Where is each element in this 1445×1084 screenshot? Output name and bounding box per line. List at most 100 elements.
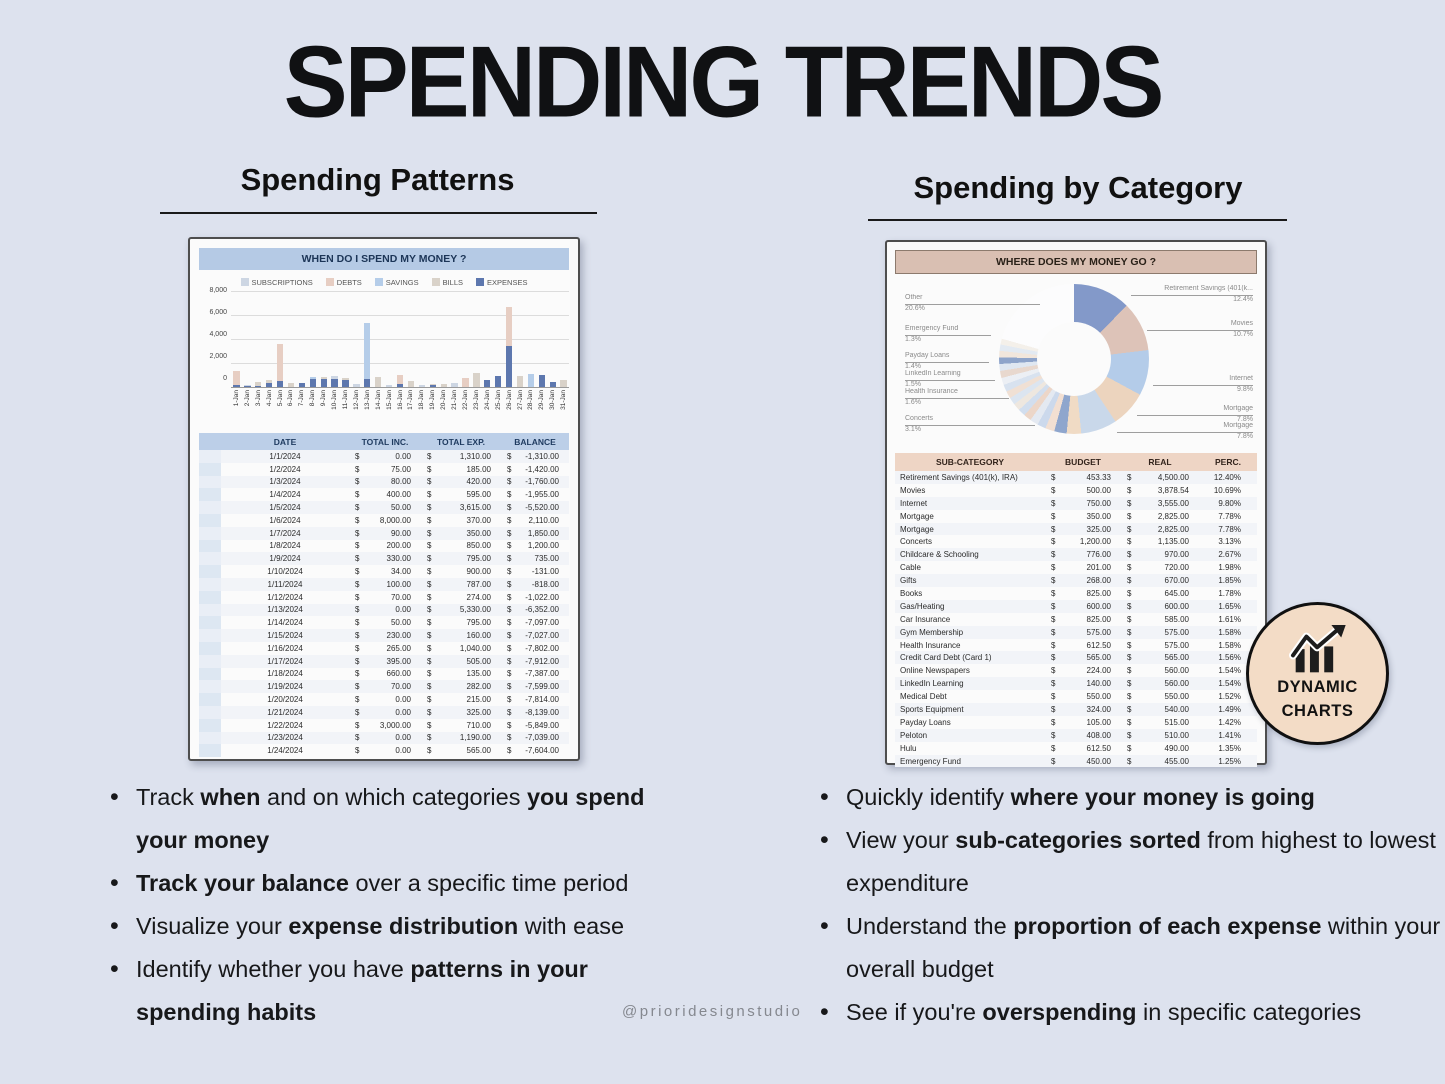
callout-percent: 12.4%	[1233, 295, 1253, 303]
x-label-slot: 8-Jan	[307, 390, 318, 424]
amount: 795.00	[466, 554, 491, 564]
subcategory-cell: Concerts	[900, 537, 933, 547]
currency-symbol: $	[1051, 576, 1056, 586]
bar-slot	[460, 378, 471, 387]
x-tick-label: 25-Jan	[494, 390, 502, 410]
money-cell: $795.00	[421, 618, 501, 627]
currency-symbol: $	[507, 618, 512, 628]
money-cell: $565.00	[421, 746, 501, 755]
date-cell: 1/17/2024	[267, 656, 303, 666]
currency-symbol: $	[507, 528, 512, 538]
amount: 453.33	[1086, 472, 1111, 482]
money-cell: $2,825.00	[1121, 512, 1199, 521]
x-label-slot: 19-Jan	[427, 390, 438, 424]
currency-symbol: $	[355, 451, 360, 461]
watermark: @prioridesignstudio	[622, 1003, 803, 1020]
currency-symbol: $	[355, 567, 360, 577]
money-cell: $ -7,912.00	[501, 657, 569, 666]
amount: 80.00	[390, 477, 411, 487]
currency-symbol: $	[507, 643, 512, 653]
amount: -7,387.00	[525, 669, 559, 679]
x-tick-label: 20-Jan	[440, 390, 448, 410]
date-cell: 1/3/2024	[269, 477, 301, 487]
x-tick-label: 31-Jan	[560, 390, 568, 410]
x-tick-label: 5-Jan	[276, 390, 284, 407]
currency-symbol: $	[1127, 627, 1132, 637]
percent-cell: 1.42%	[1218, 717, 1241, 727]
bar-segment	[320, 377, 327, 379]
currency-symbol: $	[355, 592, 360, 602]
amount: 1,200.00	[527, 541, 559, 551]
bar-segment	[385, 385, 393, 387]
date-cell: 1/6/2024	[269, 515, 301, 525]
money-cell: $140.00	[1045, 679, 1121, 688]
bar-slot	[362, 323, 373, 387]
money-cell: $735.00	[501, 554, 569, 563]
money-cell: $565.00	[1121, 653, 1199, 662]
money-cell: $ -7,039.00	[501, 733, 569, 742]
bar-slot	[427, 383, 438, 387]
row-gutter	[199, 731, 221, 745]
right-title-underline	[868, 219, 1287, 221]
money-cell: $453.33	[1045, 473, 1121, 482]
legend-swatch	[374, 278, 383, 286]
amount: 550.00	[1164, 692, 1189, 702]
donut-callout: Mortgage 7.8%	[1137, 405, 1253, 424]
amount: 0.00	[395, 733, 411, 743]
x-tick-label: 18-Jan	[418, 390, 426, 410]
percent-cell: 9.80%	[1218, 498, 1241, 508]
table-row: 1/13/2024 $0.00 $5,330.00 $ -6,352.00	[199, 603, 569, 617]
currency-symbol: $	[1051, 550, 1056, 560]
amount: 1,040.00	[459, 643, 491, 653]
x-tick-label: 4-Jan	[265, 390, 273, 407]
amount: 505.00	[466, 656, 491, 666]
amount: 970.00	[1164, 550, 1189, 560]
amount: 0.00	[395, 605, 411, 615]
currency-symbol: $	[427, 592, 432, 602]
callout-percent: 9.8%	[1237, 385, 1253, 393]
table-row: 1/12/2024 $70.00 $274.00 $ -1,022.00	[199, 590, 569, 604]
currency-symbol: $	[355, 631, 360, 641]
currency-symbol: $	[355, 554, 360, 564]
currency-symbol: $	[427, 554, 432, 564]
currency-symbol: $	[355, 477, 360, 487]
currency-symbol: $	[355, 669, 360, 679]
money-cell: $350.00	[1045, 512, 1121, 521]
table-row: Credit Card Debt (Card 1) $565.00 $565.00 1…	[895, 651, 1257, 665]
amount: 8,000.00	[379, 515, 411, 525]
currency-symbol: $	[427, 477, 432, 487]
currency-symbol: $	[427, 464, 432, 474]
bar-slot	[449, 383, 460, 387]
amount: -7,599.00	[525, 682, 559, 692]
currency-symbol: $	[507, 656, 512, 666]
x-tick-label: 22-Jan	[461, 390, 469, 410]
amount: 4,500.00	[1157, 472, 1189, 482]
amount: 776.00	[1086, 550, 1111, 560]
bar-stack	[429, 383, 436, 387]
bar-slot	[373, 377, 384, 387]
money-cell: $1,850.00	[501, 529, 569, 538]
money-cell: $505.00	[421, 657, 501, 666]
bar-segment	[353, 383, 360, 387]
bar-segment	[396, 374, 404, 385]
y-tick: 8,000	[209, 287, 227, 294]
amount: 324.00	[1086, 704, 1111, 714]
x-tick-label: 7-Jan	[298, 390, 306, 407]
amount: 0.00	[395, 451, 411, 461]
amount: 75.00	[390, 464, 411, 474]
bar-slot	[515, 376, 526, 387]
callout-label: Health Insurance	[905, 388, 1009, 399]
currency-symbol: $	[427, 503, 432, 513]
x-label-slot: 1-Jan	[231, 390, 242, 424]
currency-symbol: $	[1051, 472, 1056, 482]
legend-swatch	[431, 278, 440, 286]
money-cell: $0.00	[349, 708, 421, 717]
row-gutter	[199, 488, 221, 502]
bar-segment	[451, 383, 458, 387]
table-row: Emergency Fund $450.00 $455.00 1.25%	[895, 754, 1257, 768]
amount: 230.00	[386, 631, 411, 641]
bar-slot	[296, 382, 307, 387]
currency-symbol: $	[355, 541, 360, 551]
callout-label: Other	[905, 294, 1040, 305]
money-cell: $201.00	[1045, 563, 1121, 572]
